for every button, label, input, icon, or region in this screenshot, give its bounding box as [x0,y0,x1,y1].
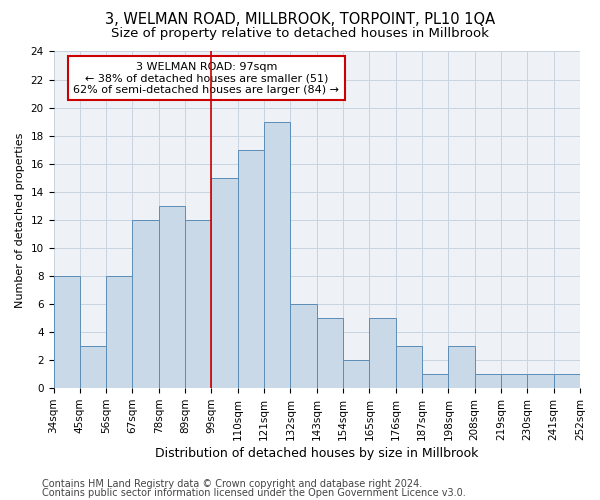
Bar [53,276,80,388]
Text: Contains public sector information licensed under the Open Government Licence v3: Contains public sector information licen… [42,488,466,498]
Bar [159,206,185,388]
Bar [343,360,370,388]
Bar [422,374,448,388]
Bar [554,374,580,388]
Bar [185,220,211,388]
Bar [527,374,554,388]
Bar [396,346,422,388]
Bar [133,220,159,388]
Bar [317,318,343,388]
Bar [501,374,527,388]
Bar [370,318,396,388]
Text: 3, WELMAN ROAD, MILLBROOK, TORPOINT, PL10 1QA: 3, WELMAN ROAD, MILLBROOK, TORPOINT, PL1… [105,12,495,28]
Bar [264,122,290,388]
Text: Contains HM Land Registry data © Crown copyright and database right 2024.: Contains HM Land Registry data © Crown c… [42,479,422,489]
Bar [448,346,475,388]
Bar [475,374,501,388]
Bar [290,304,317,388]
Bar [80,346,106,388]
Bar [238,150,264,388]
Bar [106,276,133,388]
Text: 3 WELMAN ROAD: 97sqm
← 38% of detached houses are smaller (51)
62% of semi-detac: 3 WELMAN ROAD: 97sqm ← 38% of detached h… [73,62,339,95]
X-axis label: Distribution of detached houses by size in Millbrook: Distribution of detached houses by size … [155,447,478,460]
Bar [211,178,238,388]
Text: Size of property relative to detached houses in Millbrook: Size of property relative to detached ho… [111,28,489,40]
Y-axis label: Number of detached properties: Number of detached properties [15,132,25,308]
